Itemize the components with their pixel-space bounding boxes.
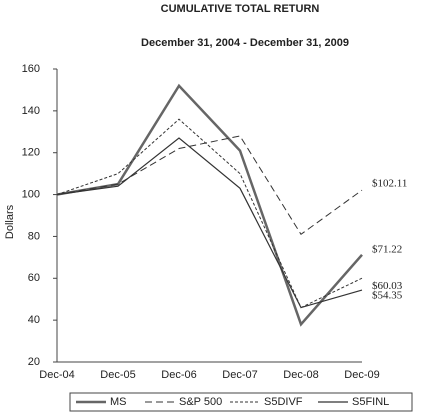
legend-box bbox=[69, 392, 413, 412]
x-tick-label: Dec-08 bbox=[283, 369, 318, 381]
x-tick-label: Dec-04 bbox=[39, 369, 74, 381]
value-label: $71.22 bbox=[372, 243, 402, 255]
y-tick-label: 140 bbox=[22, 105, 40, 117]
x-tick-label: Dec-09 bbox=[344, 369, 379, 381]
y-tick-label: 100 bbox=[22, 188, 40, 200]
y-tick-label: 60 bbox=[28, 272, 40, 284]
x-tick-label: Dec-06 bbox=[161, 369, 196, 381]
chart-title: CUMULATIVE TOTAL RETURN bbox=[161, 3, 320, 15]
legend-label: S&P 500 bbox=[179, 396, 222, 408]
legend-label: S5DIVF bbox=[264, 396, 303, 408]
x-tick-label: Dec-07 bbox=[222, 369, 257, 381]
y-tick-label: 80 bbox=[28, 230, 40, 242]
chart-subtitle: December 31, 2004 - December 31, 2009 bbox=[141, 37, 349, 49]
legend-label: S5FINL bbox=[352, 396, 389, 408]
y-tick-label: 120 bbox=[22, 147, 40, 159]
y-tick-label: 20 bbox=[28, 356, 40, 368]
value-label: $54.35 bbox=[372, 290, 403, 302]
value-label: $102.11 bbox=[372, 178, 407, 190]
series-line bbox=[56, 118, 363, 309]
x-tick-label: Dec-05 bbox=[100, 369, 135, 381]
series-line bbox=[56, 83, 363, 327]
y-tick-label: 160 bbox=[22, 63, 40, 75]
legend-label: MS bbox=[110, 396, 127, 408]
value-label: $60.03 bbox=[372, 280, 403, 292]
series-line bbox=[56, 137, 363, 309]
series-line bbox=[56, 135, 363, 236]
y-tick-label: 40 bbox=[28, 314, 40, 326]
y-axis-label: Dollars bbox=[4, 204, 16, 239]
